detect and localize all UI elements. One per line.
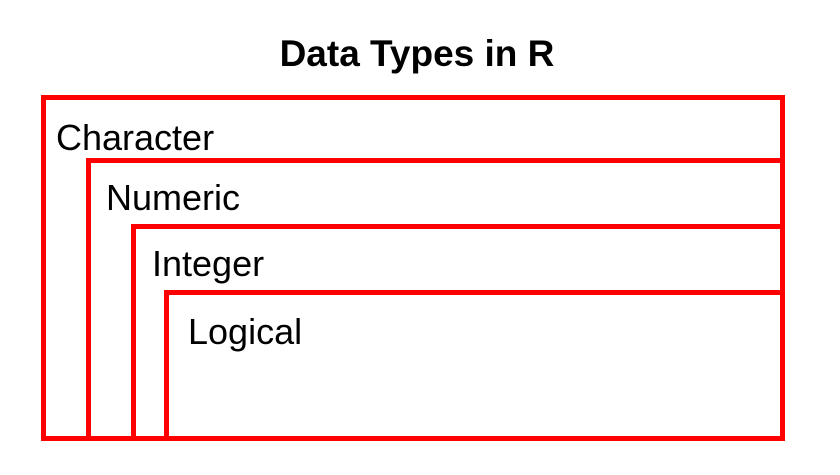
logical-type-label: Logical xyxy=(188,311,303,352)
diagram-title: Data Types in R xyxy=(279,33,555,74)
numeric-type-label: Numeric xyxy=(106,177,241,218)
logical-type-box xyxy=(164,290,785,441)
integer-type-label: Integer xyxy=(152,243,265,284)
character-type-label: Character xyxy=(56,117,215,158)
